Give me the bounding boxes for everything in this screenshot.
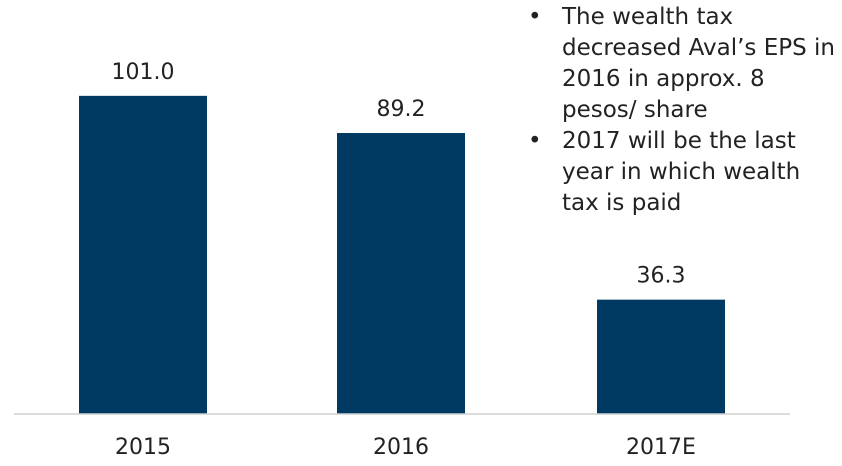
note-item: • 2017 will be the last year in which we… [518,126,838,219]
note-item: • The wealth tax decreased Aval’s EPS in… [518,2,838,126]
note-text: The wealth tax decreased Aval’s EPS in 2… [562,4,836,123]
bar-2016 [337,133,465,414]
data-label: 101.0 [112,60,175,85]
x-tick-label: 2015 [115,435,171,460]
bullet-icon: • [528,4,542,30]
bullet-icon: • [528,128,542,154]
bar-2017E [597,299,725,414]
commentary-list: • The wealth tax decreased Aval’s EPS in… [518,2,838,219]
x-tick-label: 2016 [373,435,429,460]
data-label: 36.3 [637,264,686,289]
x-tick-label: 2017E [626,435,696,460]
note-text: 2017 will be the last year in which weal… [562,128,801,216]
data-label: 89.2 [377,97,426,122]
bar-2015 [79,95,207,414]
